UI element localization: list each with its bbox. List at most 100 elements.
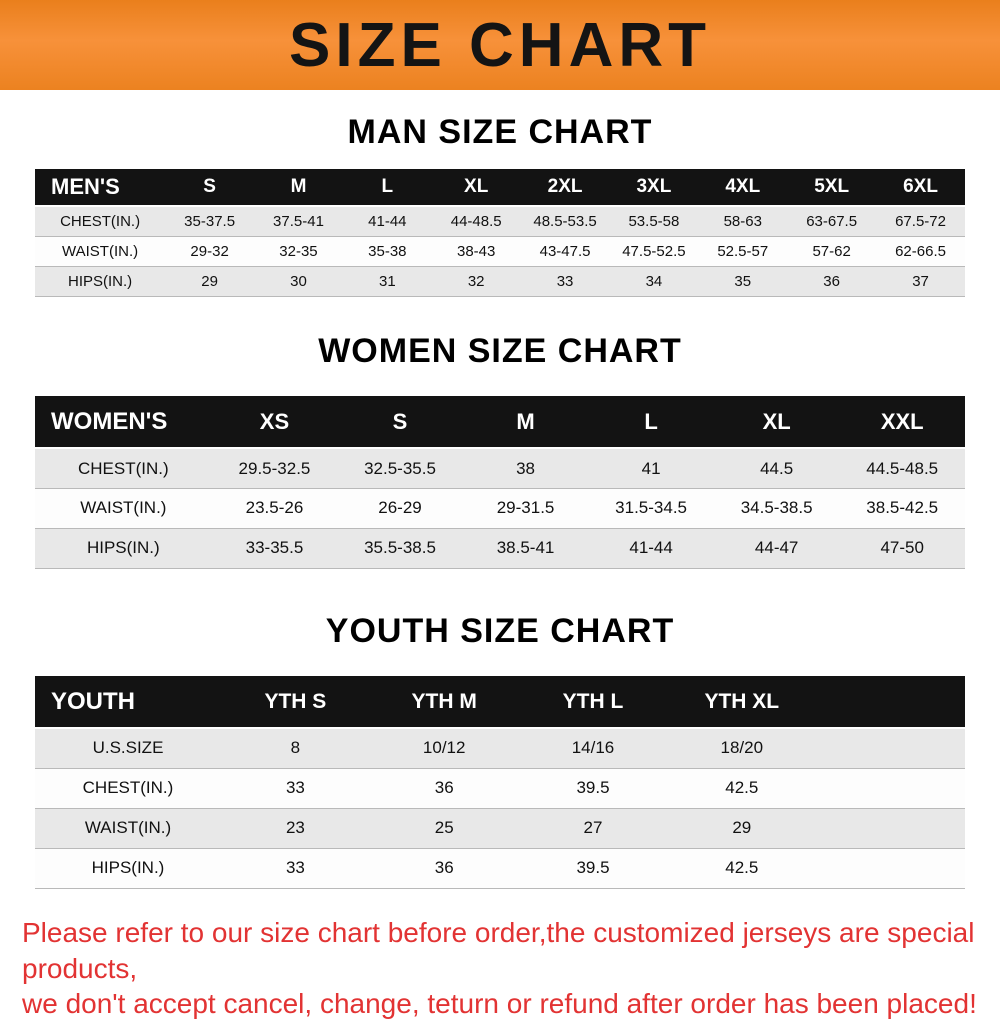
measurement-value: 38.5-41 (496, 538, 555, 558)
size-column-header: XXL (839, 396, 965, 449)
measurement-value (816, 768, 965, 808)
size-column-header: XL (713, 396, 840, 449)
women-section-heading: WOMEN SIZE CHART (318, 331, 682, 370)
measurement-row: U.S.SIZE 8 10/12 14/16 18/20 (35, 728, 965, 769)
notice-line-2: we don't accept cancel, change, teturn o… (22, 988, 977, 1020)
measurement-value: 42.5 (725, 858, 759, 878)
measurement-value: 33-35.5 (245, 538, 304, 558)
women-size-section: WOMEN SIZE CHART WOMEN'S XS S M L XL XXL CHEST(… (0, 331, 1000, 569)
banner: SIZE CHART (0, 0, 1000, 90)
size-column-header: M (462, 396, 589, 449)
measurement-value: 41-44 (629, 538, 673, 558)
measurement-value: 10/12 (422, 738, 466, 758)
notice-line-1: Please refer to our size chart before or… (22, 916, 975, 984)
size-column-header: L (342, 169, 432, 207)
measurement-value: 29 (201, 272, 218, 290)
measurement-value: 32.5-35.5 (364, 458, 436, 478)
order-notice: Please refer to our size chart before or… (22, 915, 982, 1022)
size-column-header: XS (211, 396, 338, 449)
men-size-table: MEN'S S M L XL 2XL 3XL 4XL 5XL 6XL CHEST(IN.) 35-37… (35, 169, 965, 297)
measurement-label: WAIST(IN.) (80, 498, 167, 518)
measurement-value: 30 (290, 272, 307, 290)
women-size-table: WOMEN'S XS S M L XL XXL CHEST(IN.) 29.5-32.5 32.5… (35, 396, 965, 569)
size-column-header: S (337, 396, 463, 449)
measurement-value: 67.5-72 (895, 213, 946, 231)
table-corner-label: YOUTH (35, 676, 221, 729)
measurement-value: 34 (645, 272, 663, 290)
size-column-header: M (254, 169, 343, 207)
measurement-value: 41 (641, 458, 661, 478)
table-header-row: YOUTH YTH S YTH M YTH L YTH XL (35, 676, 965, 729)
measurement-value: 43-47.5 (539, 242, 591, 260)
measurement-value: 23.5-26 (245, 498, 304, 518)
table-corner-label: MEN'S (35, 169, 166, 207)
measurement-value: 29-31.5 (496, 498, 555, 518)
measurement-value: 37.5-41 (273, 213, 324, 231)
measurement-row: CHEST(IN.) 35-37.5 37.5-41 41-44 44-48.5 48.5… (35, 206, 965, 237)
measurement-value (816, 728, 965, 768)
measurement-value: 25 (434, 818, 454, 838)
measurement-value: 57-62 (812, 242, 851, 260)
measurement-value: 38 (516, 458, 536, 478)
size-column-header: 2XL (520, 169, 610, 207)
banner-title: SIZE CHART (289, 10, 711, 80)
size-column-header (816, 676, 965, 729)
measurement-label: CHEST(IN.) (78, 458, 169, 478)
measurement-label: HIPS(IN.) (68, 272, 133, 290)
size-column-header: 4XL (698, 169, 788, 207)
measurement-value: 29.5-32.5 (238, 458, 311, 478)
measurement-value (816, 848, 965, 888)
measurement-value: 35.5-38.5 (364, 538, 436, 558)
measurement-value: 33 (285, 778, 305, 798)
measurement-value: 41-44 (368, 213, 407, 231)
size-column-header: L (588, 396, 714, 449)
measurement-value: 44.5 (760, 458, 794, 478)
measurement-row: CHEST(IN.) 33 36 39.5 42.5 (35, 768, 965, 809)
measurement-value: 58-63 (723, 213, 762, 231)
measurement-value: 32 (467, 272, 485, 290)
measurement-value: 53.5-58 (628, 213, 680, 231)
size-column-header: YTH M (369, 676, 519, 729)
measurement-value: 36 (434, 778, 454, 798)
measurement-value: 52.5-57 (717, 242, 769, 260)
measurement-value: 42.5 (725, 778, 759, 798)
measurement-row: WAIST(IN.) 23 25 27 29 (35, 808, 965, 849)
measurement-value: 31 (378, 272, 396, 290)
measurement-row: HIPS(IN.) 33-35.5 35.5-38.5 38.5-41 41-44 44-… (35, 528, 965, 569)
measurement-value: 23 (285, 818, 305, 838)
measurement-value: 31.5-34.5 (615, 498, 688, 518)
measurement-row: CHEST(IN.) 29.5-32.5 32.5-35.5 38 41 44.5 44.5… (35, 448, 965, 489)
measurement-value: 44-47 (754, 538, 799, 558)
measurement-label: HIPS(IN.) (86, 538, 160, 558)
measurement-label: WAIST(IN.) (62, 242, 139, 260)
measurement-value (816, 808, 965, 848)
measurement-row: HIPS(IN.) 33 36 39.5 42.5 (35, 848, 965, 889)
measurement-value: 47.5-52.5 (622, 242, 686, 260)
measurement-value: 35-38 (368, 242, 407, 260)
measurement-value: 14/16 (571, 738, 615, 758)
measurement-value: 32-35 (279, 242, 318, 260)
size-column-header: YTH S (221, 676, 370, 729)
measurement-value: 18/20 (720, 738, 764, 758)
size-column-header: S (165, 169, 255, 207)
measurement-value: 37 (912, 272, 929, 290)
man-size-section: MAN SIZE CHART MEN'S S M L XL 2XL 3XL 4XL 5XL 6XL… (0, 113, 1000, 297)
youth-size-section: YOUTH SIZE CHART YOUTH YTH S YTH M YTH L YTH… (0, 612, 1000, 889)
measurement-row: WAIST(IN.) 23.5-26 26-29 29-31.5 31.5-34.5 34… (35, 488, 965, 529)
table-header-row: MEN'S S M L XL 2XL 3XL 4XL 5XL 6XL (35, 169, 965, 207)
measurement-row: HIPS(IN.) 29 30 31 32 33 34 35 36 37 (35, 266, 965, 297)
measurement-value: 38-43 (457, 242, 496, 260)
measurement-value: 29 (732, 818, 752, 838)
measurement-value: 36 (823, 272, 840, 290)
measurement-label: HIPS(IN.) (91, 858, 165, 878)
measurement-label: U.S.SIZE (92, 738, 164, 758)
size-column-header: YTH XL (667, 676, 817, 729)
measurement-value: 39.5 (576, 778, 610, 798)
measurement-label: CHEST(IN.) (82, 778, 174, 798)
measurement-value: 29-32 (190, 242, 229, 260)
measurement-value: 34.5-38.5 (740, 498, 813, 518)
youth-size-table: YOUTH YTH S YTH M YTH L YTH XL U.S.SIZE 8 10/12… (35, 676, 965, 889)
measurement-value: 44.5-48.5 (866, 458, 939, 478)
measurement-label: WAIST(IN.) (84, 818, 172, 838)
measurement-value: 26-29 (378, 498, 422, 518)
